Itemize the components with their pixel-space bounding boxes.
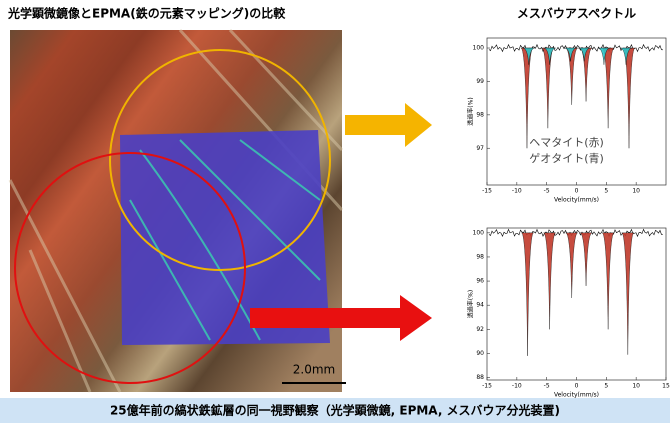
absorption-peak (565, 47, 578, 105)
title: 光学顕微鏡像とEPMA(鉄の元素マッピング)の比較 (7, 6, 286, 21)
absorption-peak (601, 232, 615, 330)
y-tick-label: 96 (476, 278, 484, 285)
legend-label: ヘマタイト(赤) (529, 136, 604, 149)
y-axis-label: 透過率(%) (467, 290, 475, 318)
absorption-peak (564, 47, 577, 62)
caption-banner (0, 398, 670, 423)
red-circle (14, 152, 246, 384)
x-tick-label: -15 (482, 188, 492, 195)
spectrum-top: メスバウアスペクトル 100 99 98 97 -15 -10 -5 0 5 10 Velocity(… (467, 7, 667, 204)
chart-title: メスバウアスペクトル (517, 7, 636, 21)
absorption-peak (597, 47, 610, 65)
x-tick-label: 5 (604, 188, 608, 195)
epma-streaks (129, 139, 321, 341)
y-tick-label: 90 (476, 350, 484, 357)
y-tick-label: 100 (473, 45, 485, 52)
absorption-peak (578, 47, 591, 62)
scale-label: 2.0mm (293, 363, 335, 377)
absorption-peak (619, 47, 633, 65)
x-tick-label: -10 (512, 383, 522, 390)
x-tick-label: 5 (604, 383, 608, 390)
yellow-arrow (345, 103, 432, 147)
legend-label: ゲオタイト(青) (529, 152, 604, 165)
x-tick-label: -5 (544, 188, 550, 195)
y-tick-label: 98 (476, 253, 484, 260)
y-tick-label: 88 (476, 374, 484, 381)
spectrum-bottom: 100 98 96 94 92 90 88 -15 -10 -5 0 5 10 15 Velocity(mm… (467, 227, 670, 399)
absorption-peak (543, 47, 556, 65)
absorption-peak (579, 47, 593, 102)
y-tick-label: 94 (476, 302, 484, 309)
red-arrow (250, 295, 432, 341)
x-tick-label: -5 (544, 383, 550, 390)
y-tick-label: 97 (476, 145, 484, 152)
absorption-peak (579, 232, 593, 286)
absorption-peak (520, 47, 534, 149)
plot-frame (486, 37, 667, 186)
x-tick-label: 10 (632, 188, 640, 195)
x-tick-label: -10 (512, 188, 522, 195)
absorption-peak (521, 232, 534, 356)
absorption-peak (543, 232, 556, 330)
y-tick-label: 92 (476, 326, 484, 333)
plot-frame (486, 227, 667, 381)
x-tick-label: -15 (482, 383, 492, 390)
x-tick-label: 0 (575, 383, 579, 390)
x-axis-label: Velocity(mm/s) (554, 197, 599, 204)
absorption-peak (565, 232, 578, 298)
y-tick-label: 100 (473, 229, 485, 236)
x-tick-label: 0 (575, 188, 579, 195)
yellow-circle (109, 49, 331, 271)
x-tick-label: 15 (662, 383, 670, 390)
y-axis-label: 透過率(%) (467, 97, 475, 125)
x-axis-label: Velocity(mm/s) (554, 392, 599, 399)
absorption-peak (621, 232, 635, 355)
y-tick-label: 99 (476, 78, 484, 85)
absorption-peak (522, 47, 535, 65)
x-tick-label: 10 (632, 383, 640, 390)
caption: 25億年前の縞状鉄鉱層の同一視野観察（光学顕微鏡, EPMA, メスバウア分光装… (110, 403, 560, 418)
epma-map (120, 130, 330, 345)
y-tick-label: 98 (476, 111, 484, 118)
